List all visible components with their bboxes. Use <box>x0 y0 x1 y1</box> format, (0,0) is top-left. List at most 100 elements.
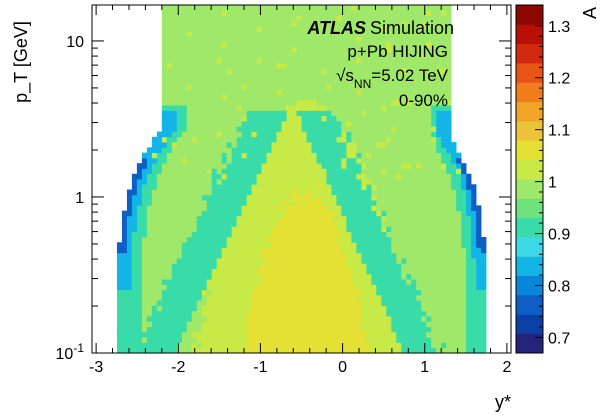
heatmap-cell <box>241 99 247 106</box>
heatmap-cell <box>221 200 228 206</box>
heatmap-cell <box>456 305 462 312</box>
heatmap-cell <box>341 279 347 285</box>
heatmap-cell <box>366 52 372 59</box>
heatmap-cell <box>201 41 208 48</box>
heatmap-cell <box>311 47 317 53</box>
heatmap-cell <box>421 331 427 338</box>
heatmap-cell <box>431 84 437 90</box>
heatmap-cell <box>411 131 417 138</box>
heatmap-cell <box>281 273 287 280</box>
heatmap-cell <box>236 331 242 338</box>
heatmap-cell <box>226 247 233 254</box>
heatmap-cell <box>221 99 228 106</box>
heatmap-cell <box>391 5 397 11</box>
heatmap-cell <box>276 105 282 111</box>
heatmap-cell <box>316 184 322 190</box>
heatmap-cell <box>276 36 282 43</box>
heatmap-cell <box>301 84 307 90</box>
heatmap-cell <box>376 73 382 80</box>
heatmap-cell <box>191 200 198 206</box>
heatmap-cell <box>146 258 153 264</box>
heatmap-cell <box>336 10 342 16</box>
heatmap-cell <box>271 184 277 190</box>
heatmap-cell <box>126 289 133 296</box>
heatmap-cell <box>321 268 327 275</box>
heatmap-cell <box>426 173 432 180</box>
heatmap-cell <box>266 273 272 280</box>
heatmap-cell <box>431 200 437 206</box>
heatmap-cell <box>161 200 168 206</box>
heatmap-cell <box>231 99 238 106</box>
heatmap-cell <box>336 126 342 132</box>
heatmap-cell <box>181 258 188 264</box>
heatmap-cell <box>181 52 188 59</box>
heatmap-cell <box>281 78 287 85</box>
heatmap-cell <box>256 268 262 275</box>
heatmap-cell <box>386 110 392 117</box>
heatmap-cell <box>301 142 307 148</box>
heatmap-cell <box>271 131 277 138</box>
heatmap-cell <box>366 73 372 80</box>
heatmap-cell <box>166 142 173 148</box>
heatmap-cell <box>321 289 327 296</box>
heatmap-cell <box>351 41 357 48</box>
heatmap-cell <box>391 115 397 122</box>
x-axis-label: y* <box>495 392 511 412</box>
heatmap-cell <box>226 121 233 127</box>
heatmap-cell <box>351 105 357 111</box>
heatmap-cell <box>431 205 437 211</box>
heatmap-cell <box>171 63 178 69</box>
heatmap-cell <box>406 136 412 143</box>
heatmap-cell <box>426 184 432 190</box>
heatmap-cell <box>301 331 307 338</box>
heatmap-cell <box>161 15 168 22</box>
heatmap-cell <box>296 310 302 317</box>
heatmap-cell <box>476 226 482 233</box>
heatmap-cell <box>161 142 168 148</box>
heatmap-cell <box>376 179 382 185</box>
heatmap-cell <box>246 210 252 217</box>
heatmap-cell <box>266 205 272 211</box>
heatmap-cell <box>296 242 302 248</box>
heatmap-cell <box>171 263 178 269</box>
heatmap-cell <box>271 200 277 206</box>
heatmap-cell <box>181 5 188 11</box>
heatmap-cell <box>401 305 407 312</box>
heatmap-cell <box>186 57 193 64</box>
heatmap-cell <box>141 310 148 317</box>
heatmap-cell <box>341 205 347 211</box>
heatmap-cell <box>316 252 322 259</box>
heatmap-cell <box>416 342 422 349</box>
heatmap-cell <box>226 305 233 312</box>
heatmap-cell <box>201 115 208 122</box>
heatmap-cell <box>366 247 372 254</box>
heatmap-cell <box>461 231 467 238</box>
heatmap-cell <box>366 347 372 354</box>
heatmap-cell <box>456 215 462 222</box>
heatmap-cell <box>466 231 472 238</box>
heatmap-cell <box>446 84 452 90</box>
heatmap-cell <box>246 84 252 90</box>
heatmap-cell <box>376 231 382 238</box>
heatmap-cell <box>436 115 442 122</box>
heatmap-cell <box>246 189 252 196</box>
heatmap-cell <box>216 268 223 275</box>
heatmap-cell <box>161 26 168 32</box>
heatmap-cell <box>341 68 347 74</box>
heatmap-cell <box>171 258 178 264</box>
heatmap-cell <box>266 200 272 206</box>
heatmap-cell <box>176 110 183 117</box>
heatmap-cell <box>206 105 213 111</box>
heatmap-cell <box>216 99 223 106</box>
heatmap-cell <box>451 184 457 190</box>
heatmap-cell <box>421 305 427 312</box>
heatmap-cell <box>276 258 282 264</box>
heatmap-cell <box>346 342 352 349</box>
heatmap-cell <box>451 226 457 233</box>
heatmap-cell <box>166 321 173 327</box>
heatmap-cell <box>371 189 377 196</box>
heatmap-cell <box>416 52 422 59</box>
heatmap-cell <box>301 10 307 16</box>
heatmap-cell <box>356 242 362 248</box>
heatmap-cell <box>186 10 193 16</box>
